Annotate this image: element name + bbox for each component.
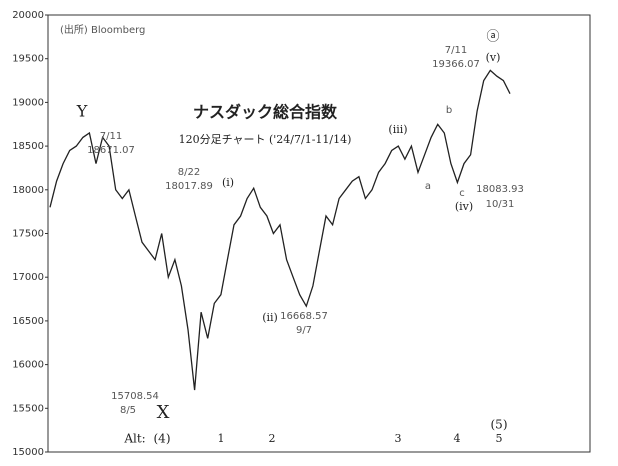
annotation: 10/31: [486, 199, 515, 210]
annotation: 19366.07: [432, 59, 480, 70]
annotation: 18017.89: [165, 181, 213, 192]
annotation: 3: [395, 432, 402, 445]
plot-frame: [47, 14, 591, 453]
annotation: c: [459, 188, 465, 199]
annotation: (v): [486, 51, 501, 64]
annotation: 7/11: [100, 131, 122, 142]
annotation: 15708.54: [111, 391, 159, 402]
annotation: (4): [154, 432, 171, 446]
source: (出所) Bloomberg: [60, 23, 145, 36]
annotation: 4: [454, 432, 461, 445]
y-tick-label: 15500: [12, 403, 44, 414]
annotation: 18083.93: [476, 184, 524, 195]
y-tick-label: 16000: [12, 360, 44, 371]
annotation: (ii): [262, 311, 278, 324]
y-tick-label: 15000: [12, 447, 44, 458]
annotation: ⓐ: [486, 30, 499, 45]
annotation: Alt:: [123, 432, 145, 446]
annotation: 2: [269, 432, 276, 445]
y-tick-label: 19500: [12, 54, 44, 65]
annotation: (5): [491, 418, 508, 432]
annotation: 1: [218, 432, 225, 445]
annotation: Y: [76, 102, 88, 121]
y-tick-label: 17500: [12, 229, 44, 240]
annotation: a: [425, 181, 431, 192]
chart-title: ナスダック総合指数: [193, 103, 338, 122]
annotation: (iv): [455, 200, 473, 213]
price-line: [49, 69, 511, 391]
y-tick-label: 18000: [12, 185, 44, 196]
y-tick-label: 18500: [12, 141, 44, 152]
annotation: 18671.07: [87, 145, 135, 156]
annotation: 16668.57: [280, 311, 328, 322]
y-tick-label: 16500: [12, 316, 44, 327]
annotation: 9/7: [296, 325, 312, 336]
annotation: 7/11: [445, 45, 467, 56]
y-tick-label: 19000: [12, 97, 44, 108]
annotation: 8/5: [120, 405, 136, 416]
annotation: 5: [496, 432, 503, 445]
annotation: (i): [222, 176, 234, 189]
annotation: (iii): [388, 123, 407, 136]
y-tick-label: 20000: [12, 10, 44, 21]
annotation: 8/22: [178, 167, 200, 178]
annotation: X: [157, 402, 170, 423]
annotation: b: [446, 105, 452, 116]
y-tick-label: 17000: [12, 272, 44, 283]
chart-subtitle: 120分足チャート ('24/7/1-11/14): [179, 133, 352, 146]
